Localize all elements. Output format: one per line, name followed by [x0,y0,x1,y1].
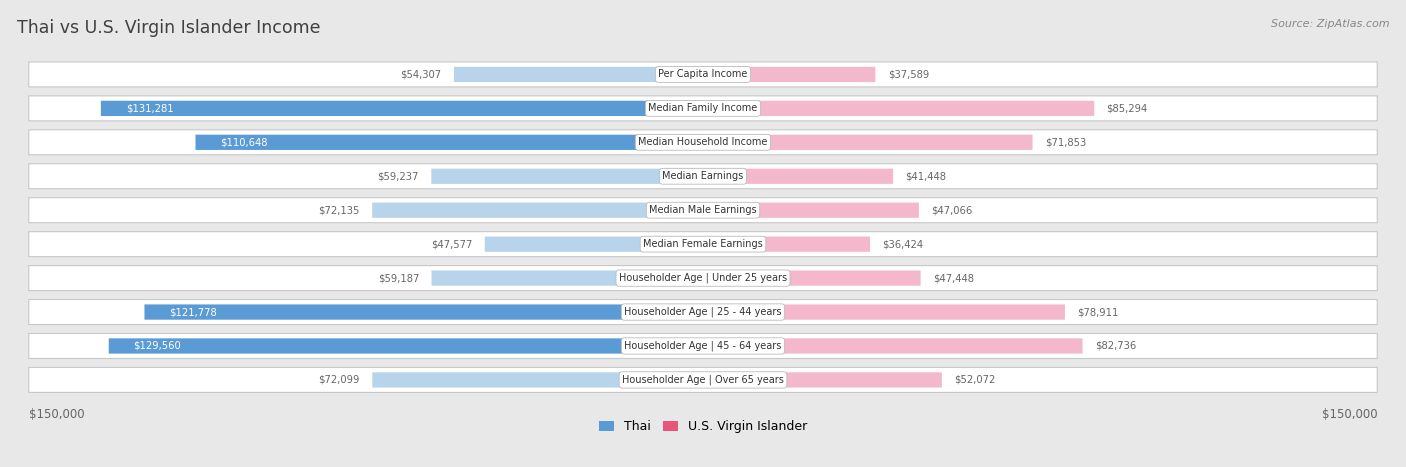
Text: $85,294: $85,294 [1107,103,1147,113]
Text: Per Capita Income: Per Capita Income [658,70,748,79]
FancyBboxPatch shape [373,203,703,218]
Text: $72,135: $72,135 [318,205,360,215]
Text: $131,281: $131,281 [125,103,173,113]
Text: $37,589: $37,589 [887,70,929,79]
FancyBboxPatch shape [703,270,921,286]
FancyBboxPatch shape [703,67,876,82]
FancyBboxPatch shape [703,304,1064,320]
Text: $47,066: $47,066 [931,205,973,215]
FancyBboxPatch shape [703,101,1094,116]
Text: $59,187: $59,187 [378,273,419,283]
FancyBboxPatch shape [703,236,870,252]
Text: Median Household Income: Median Household Income [638,137,768,147]
Text: $52,072: $52,072 [955,375,995,385]
FancyBboxPatch shape [28,266,1378,290]
FancyBboxPatch shape [108,339,703,354]
FancyBboxPatch shape [432,270,703,286]
Text: Householder Age | Over 65 years: Householder Age | Over 65 years [621,375,785,385]
Text: $150,000: $150,000 [1322,408,1378,421]
Text: $78,911: $78,911 [1077,307,1119,317]
Text: $36,424: $36,424 [883,239,924,249]
FancyBboxPatch shape [703,203,920,218]
Text: Householder Age | Under 25 years: Householder Age | Under 25 years [619,273,787,283]
FancyBboxPatch shape [28,62,1378,87]
Text: Median Earnings: Median Earnings [662,171,744,181]
Text: Source: ZipAtlas.com: Source: ZipAtlas.com [1271,19,1389,28]
Text: $150,000: $150,000 [28,408,84,421]
Text: $54,307: $54,307 [401,70,441,79]
FancyBboxPatch shape [703,134,1032,150]
Text: Median Family Income: Median Family Income [648,103,758,113]
FancyBboxPatch shape [485,236,703,252]
Text: $41,448: $41,448 [905,171,946,181]
FancyBboxPatch shape [28,232,1378,257]
FancyBboxPatch shape [145,304,703,320]
FancyBboxPatch shape [703,169,893,184]
Text: Householder Age | 25 - 44 years: Householder Age | 25 - 44 years [624,307,782,317]
FancyBboxPatch shape [28,164,1378,189]
FancyBboxPatch shape [101,101,703,116]
FancyBboxPatch shape [28,333,1378,359]
FancyBboxPatch shape [703,339,1083,354]
FancyBboxPatch shape [28,299,1378,325]
FancyBboxPatch shape [195,134,703,150]
Text: Householder Age | 45 - 64 years: Householder Age | 45 - 64 years [624,341,782,351]
Text: Median Female Earnings: Median Female Earnings [643,239,763,249]
Text: Median Male Earnings: Median Male Earnings [650,205,756,215]
Text: $72,099: $72,099 [319,375,360,385]
Text: $82,736: $82,736 [1095,341,1136,351]
FancyBboxPatch shape [373,372,703,388]
FancyBboxPatch shape [454,67,703,82]
FancyBboxPatch shape [28,368,1378,392]
Text: $121,778: $121,778 [169,307,217,317]
Text: $59,237: $59,237 [378,171,419,181]
FancyBboxPatch shape [28,96,1378,121]
FancyBboxPatch shape [28,130,1378,155]
Legend: Thai, U.S. Virgin Islander: Thai, U.S. Virgin Islander [593,415,813,439]
Text: $71,853: $71,853 [1045,137,1087,147]
Text: $47,577: $47,577 [432,239,472,249]
Text: $129,560: $129,560 [134,341,181,351]
FancyBboxPatch shape [703,372,942,388]
Text: Thai vs U.S. Virgin Islander Income: Thai vs U.S. Virgin Islander Income [17,19,321,37]
Text: $47,448: $47,448 [934,273,974,283]
Text: $110,648: $110,648 [221,137,267,147]
FancyBboxPatch shape [28,198,1378,223]
FancyBboxPatch shape [432,169,703,184]
